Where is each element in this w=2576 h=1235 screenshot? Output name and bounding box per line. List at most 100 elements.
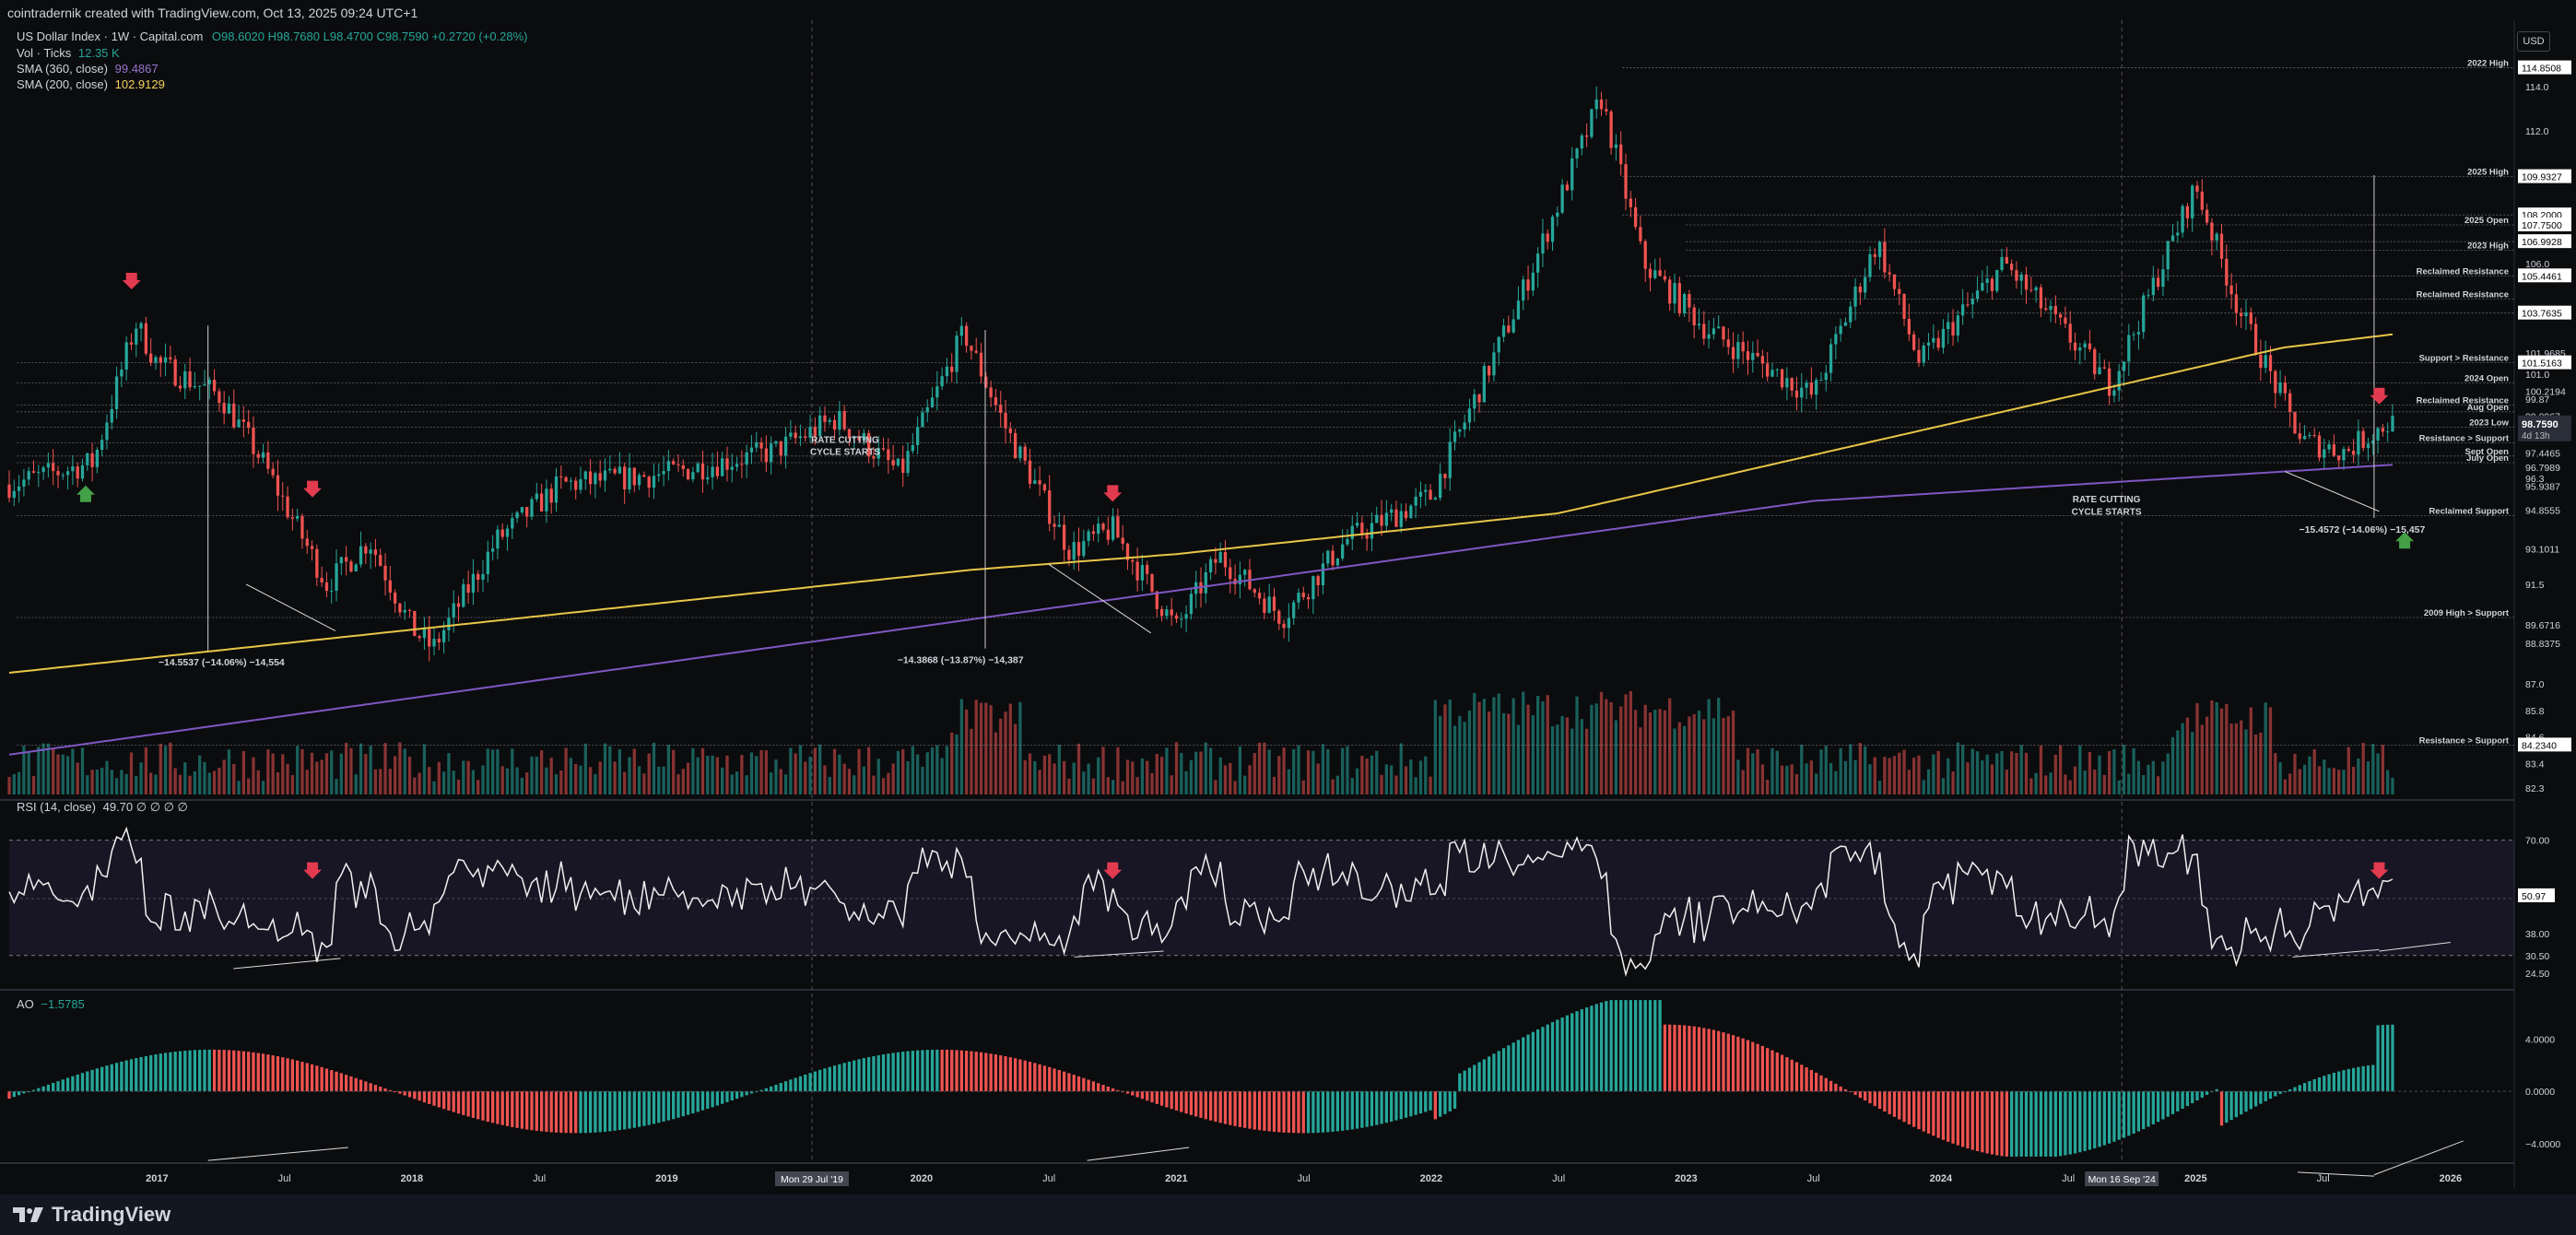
ao-bar [1511,1042,1515,1092]
ao-bar [1297,1091,1300,1134]
volume-bar [1008,703,1012,794]
ao-bar [1780,1054,1784,1092]
rsi-legend[interactable]: RSI (14, close) 49.70 ∅ ∅ ∅ ∅ [17,800,188,815]
vol-label: Vol · Ticks [17,46,72,60]
candle-body [1013,432,1017,459]
candle-body [1424,489,1428,492]
volume-bar [1165,747,1169,794]
ao-bar [838,1064,841,1092]
ao-bar [1605,1001,1608,1092]
candle-body [2234,294,2239,313]
volume-bar [915,754,920,794]
candle-body [349,561,353,572]
ao-bar [1189,1091,1194,1115]
candle-body [623,466,627,489]
volume-bar [1780,765,1784,794]
volume-bar [2386,770,2390,794]
volume-bar [2357,759,2360,794]
ao-bar [1785,1057,1789,1092]
volume-bar [2361,743,2365,794]
tradingview-brand: TradingView [52,1203,171,1226]
volume-bar [2112,749,2116,794]
volume-bar [144,747,148,794]
currency-button[interactable]: USD [2517,31,2550,52]
ao-bar [1146,1091,1149,1101]
volume-bar [227,749,231,794]
ao-bar [1150,1091,1154,1103]
volume-bar [1751,753,1755,794]
volume-bar [1170,775,1173,794]
ao-bar [2317,1077,2322,1092]
volume-bar [261,781,265,794]
volume-bar [1282,747,1286,794]
candle-body [1941,328,1946,348]
candle-body [364,546,368,554]
ao-bar [1287,1091,1291,1134]
ao-bar [1004,1056,1007,1092]
candle-body [632,467,636,486]
candle-body [1028,460,1032,484]
candle-body [735,464,739,467]
ao-bar [1711,1029,1716,1092]
volume-bar [1473,692,1476,794]
price-level-tag-text: 84.2340 [2522,740,2557,751]
volume-bar [1888,758,1891,794]
candle-body [1824,372,1828,381]
ao-bar [1199,1091,1203,1118]
candle-body [608,468,612,471]
volume-bar [842,763,846,794]
volume-bar [1184,770,1188,794]
sma200-legend[interactable]: SMA (200, close) 102.9129 [17,77,165,91]
volume-bar [1834,770,1838,794]
candle-body [1473,394,1476,409]
volume-bar [500,766,504,794]
sma360-legend[interactable]: SMA (360, close) 99.4867 [17,62,159,76]
candle-body [1023,446,1027,461]
candle-body [1297,593,1300,603]
candle-body [2170,235,2175,241]
volume-bar [813,747,817,794]
volume-bar [1731,711,1735,794]
ao-bar [1535,1029,1540,1092]
volume-bar [403,748,406,794]
ao-bar [1883,1091,1887,1112]
sell-arrow-icon [1103,485,1123,502]
candle-body [188,370,192,388]
ao-bar [2161,1091,2165,1120]
ao-bar [1653,1000,1657,1092]
ao-bar [783,1081,788,1092]
candle-body [779,441,782,456]
volume-bar [1951,771,1955,794]
candle-body [1682,294,1687,314]
volume-bar [1038,770,1041,794]
ao-bar [2337,1071,2341,1092]
candle-body [1605,109,1608,112]
volume-bar [1360,755,1364,794]
ao-bar [1682,1025,1687,1092]
ao-bar [344,1075,348,1092]
volume-bar [65,756,70,794]
candle-body [1805,382,1808,388]
candle-body [1556,212,1559,218]
candle-body [114,376,119,409]
candle-body [2357,430,2360,455]
volume-bar [686,762,690,794]
x-tick-label: 2020 [911,1173,933,1184]
candle-body [237,419,241,428]
volume-bar [1873,757,1876,794]
ao-bar [2288,1088,2292,1092]
volume-bar [1570,728,1574,794]
ao-bar [984,1053,988,1092]
volume-bar [1794,773,1799,794]
ao-bar [413,1091,417,1100]
volume-bar [911,746,914,794]
tradingview-logo[interactable]: TradingView [13,1203,171,1227]
candle-body [1180,618,1183,620]
volume-bar [1697,711,1701,794]
ao-legend[interactable]: AO −1.5785 [17,997,85,1011]
volume-bar [1975,751,1980,794]
volume-bar [901,748,905,794]
volume-bar [364,754,368,794]
candle-body [876,448,880,459]
